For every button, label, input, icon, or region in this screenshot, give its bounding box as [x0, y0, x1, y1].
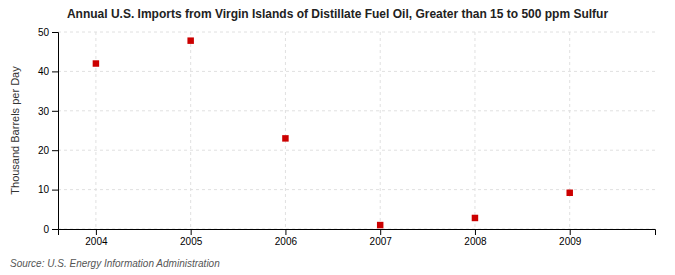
x-grid-line — [474, 32, 475, 229]
y-grid-line — [58, 150, 655, 151]
x-grid-line — [285, 32, 286, 229]
y-grid-line — [58, 32, 655, 33]
y-grid-line — [58, 110, 655, 111]
points — [93, 37, 573, 228]
y-tick-label: 10 — [38, 184, 50, 195]
y-tick: 40 — [38, 66, 58, 77]
point — [187, 37, 193, 43]
point — [566, 190, 572, 196]
y-tick: 20 — [38, 145, 58, 156]
plot-area: 2004 2005 2006 2007 2008 2009 0 10 20 30 40 50 — [38, 27, 656, 247]
x-axis-line — [59, 230, 656, 236]
y-tick-label: 50 — [38, 27, 50, 38]
y-tick-mark — [52, 111, 58, 112]
grid — [58, 32, 655, 229]
y-grid-line — [58, 71, 655, 72]
x-tick-mark — [191, 229, 192, 235]
y-axis: 0 10 20 30 40 50 — [38, 27, 59, 235]
y-axis-label: Thousand Barrels per Day — [9, 66, 21, 195]
title: Annual U.S. Imports from Virgin Islands … — [67, 7, 609, 21]
chart: 2004 2005 2006 2007 2008 2009 0 10 20 30 40 50 Thous… — [0, 0, 675, 275]
y-tick-label: 0 — [43, 224, 49, 235]
y-tick-label: 20 — [38, 145, 50, 156]
x-tick: 2005 — [180, 229, 203, 247]
y-tick: 0 — [43, 224, 58, 235]
y-tick-mark — [52, 32, 58, 33]
point — [93, 60, 99, 66]
x-tick-mark — [380, 229, 381, 235]
point — [377, 222, 383, 228]
x-tick-label: 2005 — [180, 236, 203, 247]
x-tick-label: 2006 — [275, 236, 298, 247]
x-tick-mark — [285, 229, 286, 235]
y-tick-mark — [52, 150, 58, 151]
point — [282, 135, 288, 141]
x-tick-mark — [570, 229, 571, 235]
y-tick-label: 40 — [38, 66, 50, 77]
y-axis-line — [52, 33, 59, 230]
y-tick-mark — [52, 229, 58, 230]
x-tick-label: 2004 — [85, 236, 108, 247]
x-tick: 2008 — [464, 229, 487, 247]
x-tick-mark — [475, 229, 476, 235]
point — [472, 215, 478, 221]
y-grid-line — [58, 189, 655, 190]
x-tick-label: 2007 — [370, 236, 393, 247]
x-tick-label: 2009 — [559, 236, 582, 247]
x-axis: 2004 2005 2006 2007 2008 2009 — [59, 229, 656, 247]
x-tick: 2006 — [275, 229, 298, 247]
x-grid-line — [190, 32, 191, 229]
y-tick: 10 — [38, 184, 58, 195]
y-tick: 30 — [38, 106, 58, 117]
y-tick: 50 — [38, 27, 58, 38]
x-grid-line — [380, 32, 381, 229]
x-tick: 2007 — [370, 229, 393, 247]
x-tick-label: 2008 — [464, 236, 487, 247]
x-tick: 2009 — [559, 229, 582, 247]
y-tick-mark — [52, 190, 58, 191]
x-grid-line — [569, 32, 570, 229]
x-tick-mark — [96, 229, 97, 235]
y-tick-mark — [52, 71, 58, 72]
y-tick-label: 30 — [38, 106, 50, 117]
x-tick: 2004 — [85, 229, 108, 247]
source-note: Source: U.S. Energy Information Administ… — [10, 258, 220, 269]
